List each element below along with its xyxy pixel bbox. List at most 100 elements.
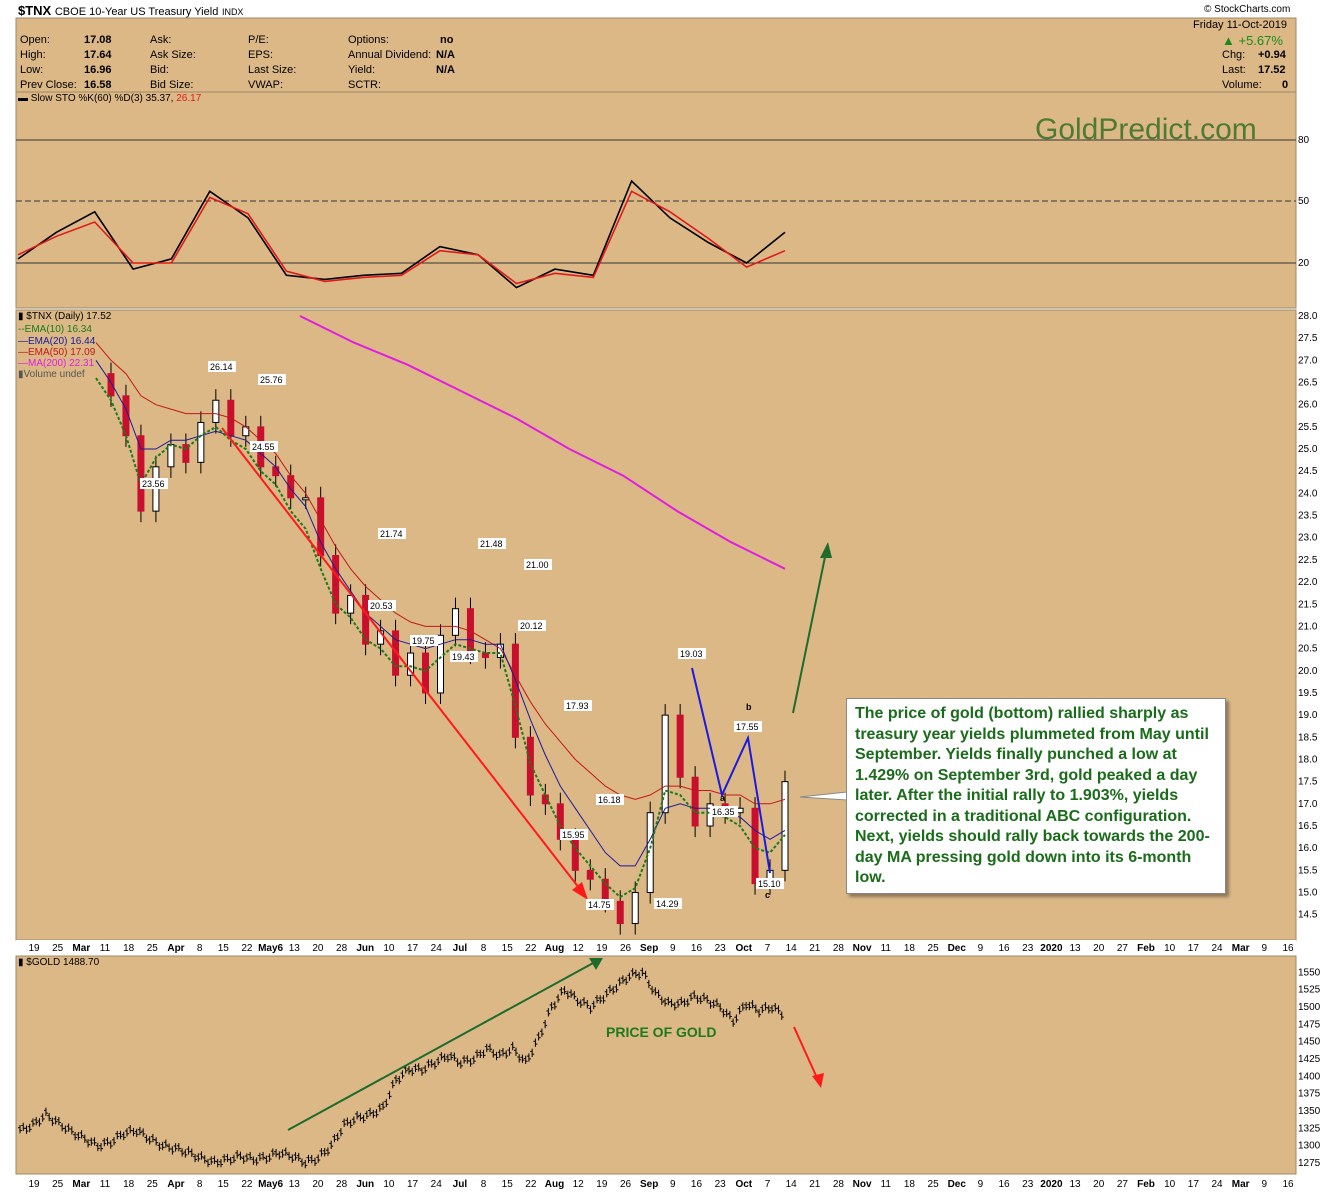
y-tick-label: 17.5 — [1298, 777, 1318, 788]
gold-title: ▮ $GOLD 1488.70 — [18, 957, 99, 968]
candle-body — [437, 634, 444, 694]
x-tick-label: 11 — [100, 1179, 111, 1190]
prev-close-value: 16.58 — [84, 79, 112, 91]
sto-k-value: 35.37 — [145, 93, 171, 104]
wave-label: a — [720, 793, 726, 803]
ema20-line — [95, 360, 786, 867]
red-downtrend-arrow — [221, 427, 584, 894]
low-value: 16.96 — [84, 64, 112, 76]
change-percent: ▲ +5.67% — [1222, 33, 1283, 48]
candle-body — [481, 652, 489, 658]
x-tick-label: 25 — [928, 943, 940, 954]
gold-red-arrowhead — [812, 1073, 824, 1088]
price-label-bg — [564, 700, 592, 711]
x-tick-label: 23 — [715, 943, 727, 954]
xaxis-strip-1 — [16, 940, 1296, 954]
candle-body — [212, 399, 220, 423]
x-tick-label: Mar — [72, 1179, 90, 1190]
y-tick-label: 22.0 — [1298, 577, 1318, 588]
x-tick-label: Sep — [640, 1179, 658, 1190]
last-value: 17.52 — [1258, 64, 1286, 76]
x-axis-gold: 19 25 Mar 11 18 25 Apr 8 15 22 May6 13 20 28 Jun 10 17 24… — [28, 1179, 1294, 1190]
x-tick-label: 15 — [218, 1179, 230, 1190]
price-label: 14.29 — [656, 899, 679, 909]
x-tick-label: Jul — [453, 1179, 468, 1190]
candle-body — [451, 608, 459, 636]
chg-value: +0.94 — [1258, 49, 1286, 61]
x-tick-label: Aug — [545, 943, 564, 954]
price-label: 16.18 — [598, 795, 621, 805]
price-label-bg — [208, 361, 236, 372]
x-tick-label: Oct — [735, 943, 752, 954]
x-tick-label: 17 — [407, 943, 419, 954]
price-label-bg — [518, 620, 546, 631]
x-tick-label: 13 — [289, 943, 301, 954]
price-label-bg — [734, 721, 762, 732]
bid-label: Bid: — [150, 64, 169, 76]
x-tick-label: 22 — [525, 1179, 537, 1190]
gold-title-text: $GOLD 1488.70 — [26, 957, 100, 968]
y-tick-label: 27.5 — [1298, 333, 1318, 344]
dividend-label: Annual Dividend: — [348, 49, 432, 61]
stochastic-panel — [15, 91, 1297, 309]
x-tick-label: 17 — [1188, 943, 1200, 954]
x-tick-label: 14 — [786, 943, 798, 954]
sto-tick-80: 80 — [1298, 135, 1310, 146]
x-tick-label: 19 — [28, 1179, 40, 1190]
y-tick-label: 26.5 — [1298, 378, 1318, 389]
price-label: 21.48 — [480, 539, 503, 549]
options-value: no — [440, 34, 454, 46]
chg-label: Chg: — [1222, 49, 1246, 61]
price-label-bg — [654, 898, 682, 909]
price-label-bg — [596, 794, 624, 805]
x-tick-label: 9 — [978, 943, 984, 954]
x-tick-label: 24 — [431, 943, 443, 954]
x-tick-label: 11 — [881, 1179, 892, 1190]
gold-y-tick: 1550 — [1298, 967, 1321, 978]
gold-y-tick: 1400 — [1298, 1071, 1321, 1082]
candle-body — [751, 807, 759, 885]
x-tick-label: Apr — [167, 1179, 184, 1190]
legend-ma200-text: MA(200) 22.31 — [28, 358, 95, 369]
x-tick-label: Jun — [356, 1179, 374, 1190]
gold-y-tick: 1350 — [1298, 1106, 1321, 1117]
price-label: 19.75 — [412, 636, 435, 646]
gold-panel — [15, 955, 1297, 1175]
y-tick-label: 27.0 — [1298, 355, 1318, 366]
candle-body — [107, 373, 115, 397]
eps-label: EPS: — [248, 49, 274, 61]
ma200-line — [299, 315, 786, 570]
x-tick-label: 15 — [502, 1179, 514, 1190]
bid-size-label: Bid Size: — [150, 79, 194, 91]
x-tick-label: 7 — [765, 943, 771, 954]
x-tick-label: 13 — [1069, 943, 1081, 954]
price-label: 20.53 — [370, 601, 393, 611]
y-tick-label: 19.5 — [1298, 688, 1318, 699]
x-tick-label: 20 — [1093, 1179, 1105, 1190]
price-label-bg — [368, 600, 396, 611]
x-tick-label: 13 — [1069, 1179, 1081, 1190]
candle-body — [182, 444, 190, 463]
price-label-bg — [258, 374, 286, 385]
price-label: 21.00 — [526, 560, 549, 570]
open-value: 17.08 — [84, 34, 112, 46]
quote-date: Friday 11-Oct-2019 — [1193, 19, 1287, 31]
x-tick-label: 8 — [481, 943, 487, 954]
price-label: 26.14 — [210, 362, 233, 372]
y-tick-label: 24.0 — [1298, 488, 1318, 499]
price-label-bg — [560, 829, 588, 840]
legend-ema20: —EMA(20) 16.44 — [18, 336, 96, 347]
x-tick-label: 10 — [1164, 943, 1176, 954]
price-label: 21.74 — [380, 529, 403, 539]
x-tick-label: 18 — [904, 1179, 916, 1190]
candle-body — [616, 900, 624, 925]
x-tick-label: 10 — [383, 1179, 395, 1190]
x-tick-label: 11 — [881, 943, 892, 954]
green-arrowhead — [820, 542, 832, 558]
gold-green-arrowhead — [589, 958, 603, 970]
x-tick-label: 19 — [28, 943, 40, 954]
price-label: 15.10 — [758, 879, 781, 889]
x-tick-label: 21 — [809, 943, 821, 954]
x-tick-label: 16 — [999, 1179, 1011, 1190]
